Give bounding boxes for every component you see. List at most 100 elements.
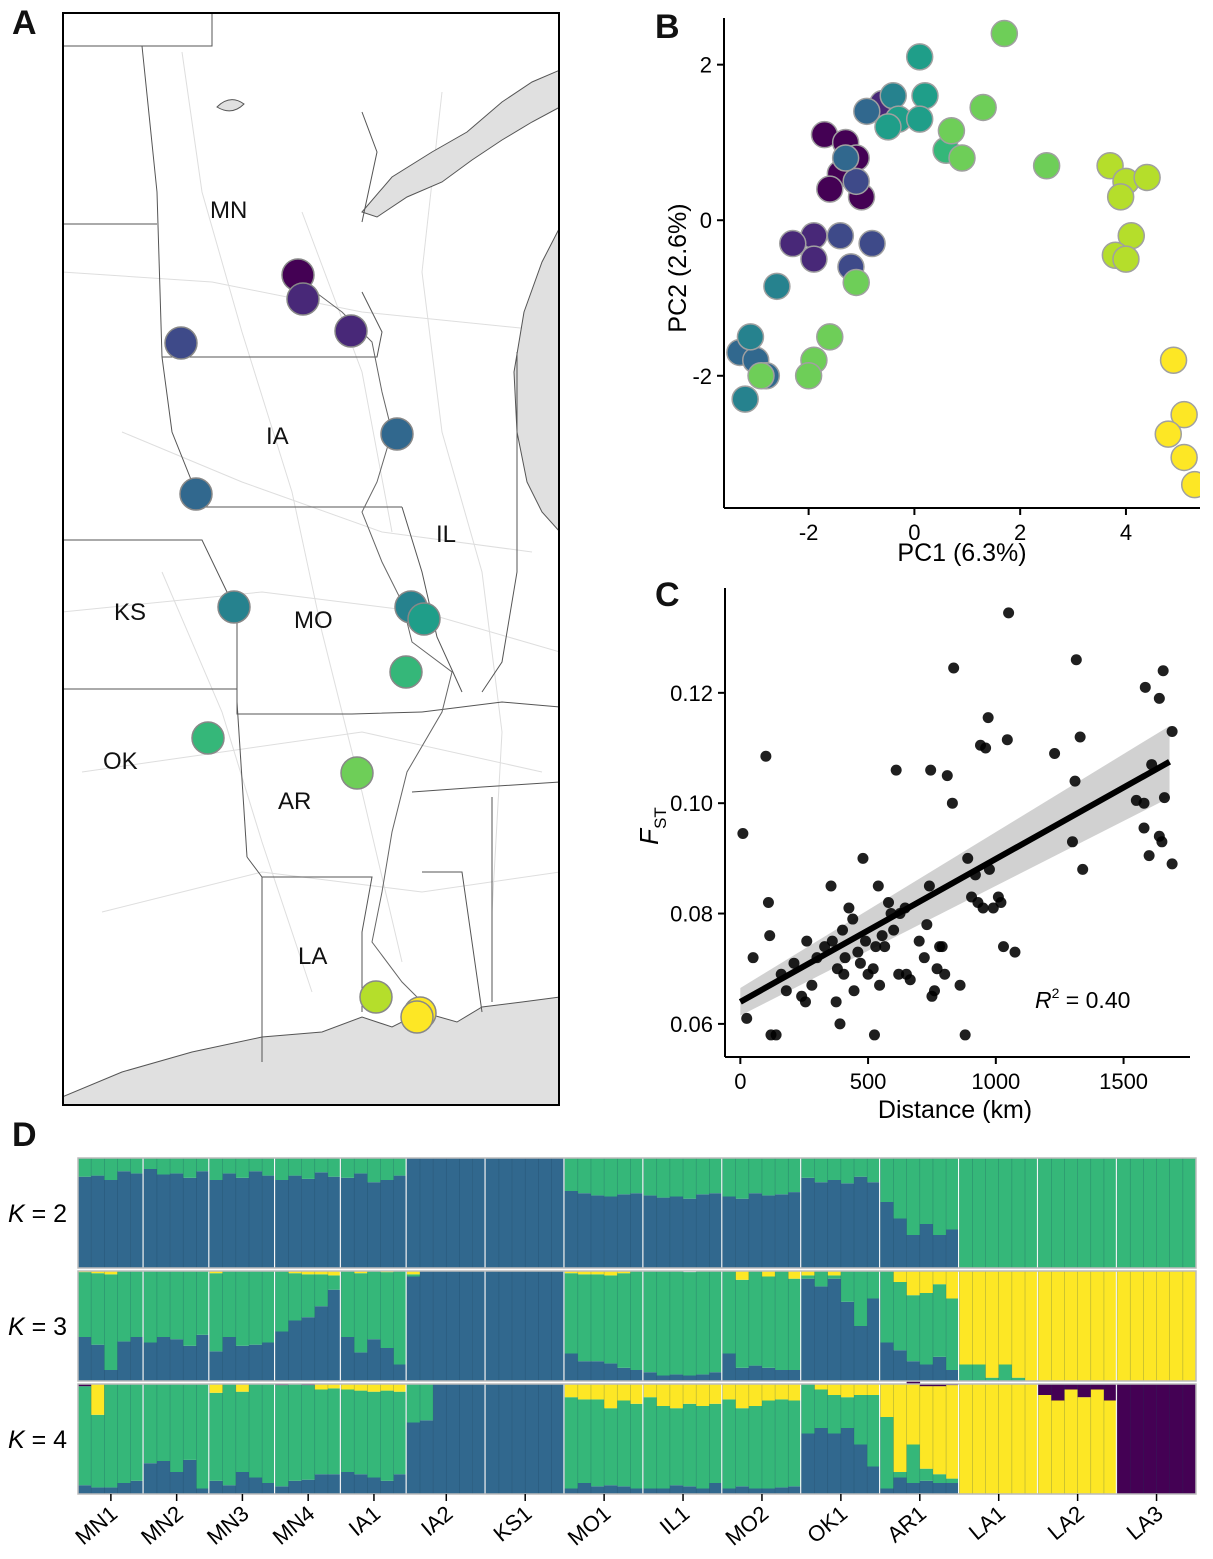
admixture-segment — [209, 1384, 223, 1393]
admixture-segment — [262, 1175, 276, 1268]
admixture-segment — [788, 1384, 802, 1401]
pca-points — [726, 19, 1200, 499]
k-row-label: K = 4 — [8, 1426, 67, 1454]
admixture-segment — [604, 1271, 618, 1276]
admixture-segment — [656, 1384, 671, 1406]
admixture-segment — [275, 1158, 289, 1180]
site-ia1 — [380, 417, 414, 451]
admixture-segment — [998, 1158, 1013, 1268]
admixture-segment — [235, 1158, 250, 1178]
ibd-axes — [724, 588, 1190, 1058]
site-ok1 — [191, 721, 225, 755]
admixture-segment — [840, 1301, 855, 1381]
admixture-segment — [959, 1384, 973, 1494]
population-label: IL1 — [655, 1501, 695, 1540]
pca-point — [747, 362, 775, 390]
admixture-segment — [78, 1485, 92, 1494]
admixture-segment — [78, 1158, 92, 1177]
r-squared-annotation: R2 = 0.40 — [1035, 985, 1130, 1013]
admixture-segment — [656, 1375, 671, 1381]
admixture-segment — [314, 1306, 329, 1381]
admixture-segment — [775, 1384, 789, 1400]
pca-ticks: -2 0 2 4 -2 0 2 — [692, 53, 1132, 545]
admixture-segment — [143, 1158, 158, 1169]
pca-x-tick-label: 2 — [1014, 520, 1026, 545]
admixture-segment — [814, 1182, 829, 1268]
ibd-point — [857, 852, 869, 864]
admixture-segment — [156, 1174, 171, 1268]
admixture-segment — [262, 1384, 276, 1483]
ibd-point — [1158, 792, 1170, 804]
admixture-segment — [775, 1271, 789, 1370]
ibd-y-tick-label: 0.12 — [670, 681, 713, 706]
ibd-point — [977, 902, 989, 914]
site-mn3 — [334, 314, 368, 348]
admixture-segment — [709, 1403, 723, 1483]
ibd-point — [1077, 863, 1089, 875]
ibd-point — [959, 1029, 971, 1041]
admixture-segment — [485, 1271, 500, 1381]
admixture-segment — [880, 1488, 894, 1494]
admixture-segment — [919, 1480, 934, 1494]
ibd-point — [1069, 775, 1081, 787]
admixture-segment — [209, 1271, 223, 1274]
admixture-segment — [564, 1158, 579, 1191]
admixture-segment — [696, 1406, 710, 1489]
population-label: LA3 — [1122, 1501, 1168, 1545]
admixture-segment — [748, 1406, 763, 1489]
admixture-segment — [1143, 1271, 1157, 1381]
admixture-segment — [630, 1403, 644, 1489]
admixture-segment — [433, 1384, 447, 1494]
admixture-segment — [104, 1370, 118, 1381]
pca-point — [853, 97, 881, 126]
admixture-segment — [814, 1389, 829, 1428]
admixture-segment — [722, 1271, 736, 1354]
ibd-point — [995, 897, 1007, 909]
admixture-segment — [314, 1384, 329, 1390]
admixture-segment — [354, 1384, 368, 1391]
admixture-segment — [512, 1158, 526, 1268]
ibd-point — [834, 1018, 846, 1030]
ibd-y-tick-label: 0.06 — [670, 1012, 713, 1037]
admixture-segment — [551, 1271, 565, 1381]
pca-point — [842, 167, 870, 196]
admixture-segment — [1064, 1389, 1078, 1494]
admixture-segment — [827, 1278, 842, 1381]
admixture-segment — [104, 1384, 118, 1488]
admixture-segment — [485, 1384, 500, 1494]
admixture-segment — [946, 1370, 960, 1381]
admixture-segment — [919, 1271, 934, 1293]
pca-plot: -2 0 2 4 -2 0 2 PC1 (6.3%) PC2 (2.6%) — [664, 18, 1200, 567]
admixture-segment — [248, 1344, 263, 1381]
admixture-segment — [775, 1399, 789, 1488]
admixture-segment — [380, 1158, 394, 1180]
admixture-segment — [932, 1356, 947, 1381]
admixture-segment — [919, 1293, 934, 1365]
admixture-segment — [906, 1483, 921, 1494]
admixture-segment — [222, 1158, 237, 1174]
admixture-segment — [1051, 1400, 1065, 1494]
admixture-segment — [722, 1353, 736, 1381]
pca-point — [816, 323, 844, 351]
admixture-segment — [604, 1363, 618, 1381]
state-label-mo: MO — [294, 607, 333, 634]
admixture-segment — [748, 1193, 763, 1268]
ibd-point — [1074, 731, 1086, 743]
admixture-segment — [840, 1397, 855, 1428]
admixture-segment — [564, 1397, 579, 1489]
admixture-segment — [91, 1344, 105, 1381]
admixture-segment — [814, 1384, 829, 1390]
admixture-segment — [985, 1271, 1000, 1378]
admixture-segment — [433, 1158, 447, 1268]
admixture-segment — [577, 1193, 592, 1268]
admixture-segment — [235, 1472, 250, 1494]
admixture-segment — [696, 1488, 710, 1494]
admixture-segment — [972, 1364, 986, 1381]
ibd-point — [893, 968, 905, 980]
state-label-ia: IA — [266, 423, 289, 450]
admixture-segment — [183, 1177, 197, 1268]
admixture-segment — [393, 1364, 408, 1381]
admixture-segment — [564, 1353, 579, 1381]
admixture-segment — [1169, 1158, 1184, 1268]
admixture-segment — [669, 1158, 684, 1197]
